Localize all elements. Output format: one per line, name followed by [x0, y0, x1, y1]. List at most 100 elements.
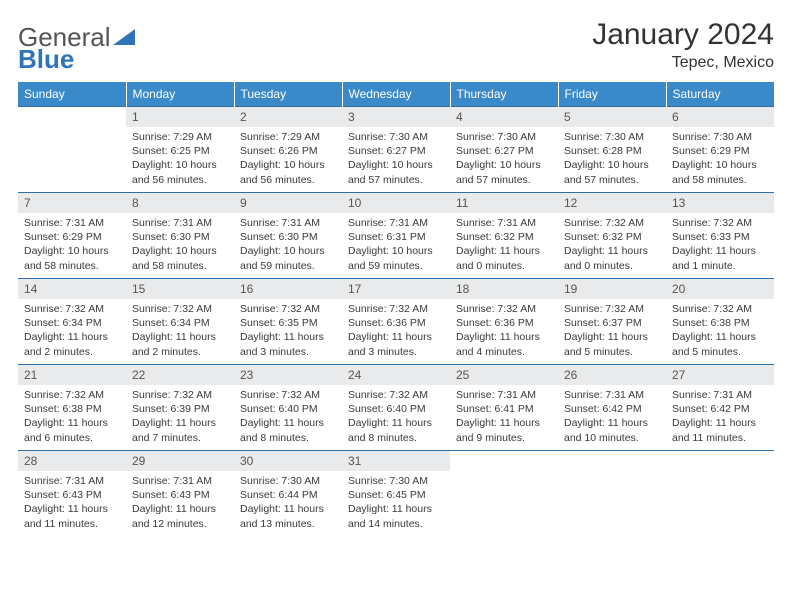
weekday-header: Sunday — [18, 82, 126, 107]
calendar-day-cell: 23Sunrise: 7:32 AMSunset: 6:40 PMDayligh… — [234, 365, 342, 451]
day-number: 26 — [558, 365, 666, 385]
day-number: 15 — [126, 279, 234, 299]
day-number: 9 — [234, 193, 342, 213]
day-number: 1 — [126, 107, 234, 127]
calendar-day-cell: 12Sunrise: 7:32 AMSunset: 6:32 PMDayligh… — [558, 193, 666, 279]
day-number: 22 — [126, 365, 234, 385]
day-details: Sunrise: 7:31 AMSunset: 6:41 PMDaylight:… — [450, 385, 558, 449]
day-details: Sunrise: 7:31 AMSunset: 6:31 PMDaylight:… — [342, 213, 450, 277]
day-number: 4 — [450, 107, 558, 127]
day-number: 3 — [342, 107, 450, 127]
calendar-day-cell: 2Sunrise: 7:29 AMSunset: 6:26 PMDaylight… — [234, 107, 342, 193]
day-details: Sunrise: 7:30 AMSunset: 6:29 PMDaylight:… — [666, 127, 774, 191]
day-details: Sunrise: 7:32 AMSunset: 6:39 PMDaylight:… — [126, 385, 234, 449]
page-header: General January 2024 Tepec, Mexico — [18, 18, 774, 72]
calendar-day-cell: 14Sunrise: 7:32 AMSunset: 6:34 PMDayligh… — [18, 279, 126, 365]
calendar-day-cell: 29Sunrise: 7:31 AMSunset: 6:43 PMDayligh… — [126, 451, 234, 537]
day-details: Sunrise: 7:31 AMSunset: 6:42 PMDaylight:… — [666, 385, 774, 449]
calendar-day-cell: 9Sunrise: 7:31 AMSunset: 6:30 PMDaylight… — [234, 193, 342, 279]
brand-part2-wrap: Blue — [18, 44, 74, 75]
calendar-day-cell — [450, 451, 558, 537]
calendar-day-cell: 11Sunrise: 7:31 AMSunset: 6:32 PMDayligh… — [450, 193, 558, 279]
day-number: 11 — [450, 193, 558, 213]
day-number: 28 — [18, 451, 126, 471]
calendar-table: SundayMondayTuesdayWednesdayThursdayFrid… — [18, 82, 774, 537]
day-details: Sunrise: 7:29 AMSunset: 6:25 PMDaylight:… — [126, 127, 234, 191]
calendar-week-row: 14Sunrise: 7:32 AMSunset: 6:34 PMDayligh… — [18, 279, 774, 365]
day-number: 10 — [342, 193, 450, 213]
day-number: 13 — [666, 193, 774, 213]
location-label: Tepec, Mexico — [592, 54, 774, 72]
calendar-day-cell — [18, 107, 126, 193]
weekday-header: Wednesday — [342, 82, 450, 107]
day-details: Sunrise: 7:31 AMSunset: 6:32 PMDaylight:… — [450, 213, 558, 277]
weekday-header: Tuesday — [234, 82, 342, 107]
day-details: Sunrise: 7:32 AMSunset: 6:40 PMDaylight:… — [342, 385, 450, 449]
calendar-day-cell: 3Sunrise: 7:30 AMSunset: 6:27 PMDaylight… — [342, 107, 450, 193]
calendar-day-cell: 4Sunrise: 7:30 AMSunset: 6:27 PMDaylight… — [450, 107, 558, 193]
calendar-day-cell: 15Sunrise: 7:32 AMSunset: 6:34 PMDayligh… — [126, 279, 234, 365]
calendar-day-cell — [558, 451, 666, 537]
weekday-header: Saturday — [666, 82, 774, 107]
day-number: 21 — [18, 365, 126, 385]
day-details: Sunrise: 7:31 AMSunset: 6:30 PMDaylight:… — [126, 213, 234, 277]
calendar-day-cell: 25Sunrise: 7:31 AMSunset: 6:41 PMDayligh… — [450, 365, 558, 451]
weekday-header: Friday — [558, 82, 666, 107]
day-details: Sunrise: 7:32 AMSunset: 6:32 PMDaylight:… — [558, 213, 666, 277]
day-number: 14 — [18, 279, 126, 299]
day-details: Sunrise: 7:32 AMSunset: 6:34 PMDaylight:… — [18, 299, 126, 363]
day-details: Sunrise: 7:30 AMSunset: 6:44 PMDaylight:… — [234, 471, 342, 535]
calendar-week-row: 7Sunrise: 7:31 AMSunset: 6:29 PMDaylight… — [18, 193, 774, 279]
calendar-day-cell: 8Sunrise: 7:31 AMSunset: 6:30 PMDaylight… — [126, 193, 234, 279]
day-details: Sunrise: 7:30 AMSunset: 6:45 PMDaylight:… — [342, 471, 450, 535]
day-details: Sunrise: 7:31 AMSunset: 6:30 PMDaylight:… — [234, 213, 342, 277]
day-number: 25 — [450, 365, 558, 385]
calendar-day-cell — [666, 451, 774, 537]
day-number: 2 — [234, 107, 342, 127]
calendar-day-cell: 31Sunrise: 7:30 AMSunset: 6:45 PMDayligh… — [342, 451, 450, 537]
calendar-day-cell: 16Sunrise: 7:32 AMSunset: 6:35 PMDayligh… — [234, 279, 342, 365]
day-details: Sunrise: 7:32 AMSunset: 6:36 PMDaylight:… — [450, 299, 558, 363]
day-details: Sunrise: 7:31 AMSunset: 6:43 PMDaylight:… — [18, 471, 126, 535]
calendar-day-cell: 1Sunrise: 7:29 AMSunset: 6:25 PMDaylight… — [126, 107, 234, 193]
day-number: 23 — [234, 365, 342, 385]
day-details: Sunrise: 7:30 AMSunset: 6:27 PMDaylight:… — [450, 127, 558, 191]
brand-triangle-icon — [113, 29, 135, 47]
calendar-day-cell: 18Sunrise: 7:32 AMSunset: 6:36 PMDayligh… — [450, 279, 558, 365]
calendar-week-row: 21Sunrise: 7:32 AMSunset: 6:38 PMDayligh… — [18, 365, 774, 451]
day-number: 29 — [126, 451, 234, 471]
day-number: 20 — [666, 279, 774, 299]
day-details: Sunrise: 7:31 AMSunset: 6:42 PMDaylight:… — [558, 385, 666, 449]
calendar-day-cell: 21Sunrise: 7:32 AMSunset: 6:38 PMDayligh… — [18, 365, 126, 451]
day-details: Sunrise: 7:32 AMSunset: 6:35 PMDaylight:… — [234, 299, 342, 363]
day-number: 18 — [450, 279, 558, 299]
day-details: Sunrise: 7:32 AMSunset: 6:40 PMDaylight:… — [234, 385, 342, 449]
day-details: Sunrise: 7:32 AMSunset: 6:37 PMDaylight:… — [558, 299, 666, 363]
calendar-day-cell: 20Sunrise: 7:32 AMSunset: 6:38 PMDayligh… — [666, 279, 774, 365]
day-number: 7 — [18, 193, 126, 213]
day-details: Sunrise: 7:29 AMSunset: 6:26 PMDaylight:… — [234, 127, 342, 191]
calendar-body: 1Sunrise: 7:29 AMSunset: 6:25 PMDaylight… — [18, 107, 774, 537]
calendar-day-cell: 6Sunrise: 7:30 AMSunset: 6:29 PMDaylight… — [666, 107, 774, 193]
day-details: Sunrise: 7:32 AMSunset: 6:34 PMDaylight:… — [126, 299, 234, 363]
day-number: 31 — [342, 451, 450, 471]
calendar-week-row: 1Sunrise: 7:29 AMSunset: 6:25 PMDaylight… — [18, 107, 774, 193]
calendar-day-cell: 26Sunrise: 7:31 AMSunset: 6:42 PMDayligh… — [558, 365, 666, 451]
day-number: 17 — [342, 279, 450, 299]
day-details: Sunrise: 7:31 AMSunset: 6:29 PMDaylight:… — [18, 213, 126, 277]
day-number: 27 — [666, 365, 774, 385]
calendar-day-cell: 28Sunrise: 7:31 AMSunset: 6:43 PMDayligh… — [18, 451, 126, 537]
day-number: 8 — [126, 193, 234, 213]
calendar-day-cell: 24Sunrise: 7:32 AMSunset: 6:40 PMDayligh… — [342, 365, 450, 451]
calendar-day-cell: 27Sunrise: 7:31 AMSunset: 6:42 PMDayligh… — [666, 365, 774, 451]
calendar-day-cell: 30Sunrise: 7:30 AMSunset: 6:44 PMDayligh… — [234, 451, 342, 537]
day-details: Sunrise: 7:31 AMSunset: 6:43 PMDaylight:… — [126, 471, 234, 535]
calendar-day-cell: 17Sunrise: 7:32 AMSunset: 6:36 PMDayligh… — [342, 279, 450, 365]
month-title: January 2024 — [592, 18, 774, 52]
calendar-header-row: SundayMondayTuesdayWednesdayThursdayFrid… — [18, 82, 774, 107]
day-number: 24 — [342, 365, 450, 385]
day-number: 30 — [234, 451, 342, 471]
day-details: Sunrise: 7:32 AMSunset: 6:38 PMDaylight:… — [666, 299, 774, 363]
calendar-day-cell: 22Sunrise: 7:32 AMSunset: 6:39 PMDayligh… — [126, 365, 234, 451]
calendar-day-cell: 10Sunrise: 7:31 AMSunset: 6:31 PMDayligh… — [342, 193, 450, 279]
